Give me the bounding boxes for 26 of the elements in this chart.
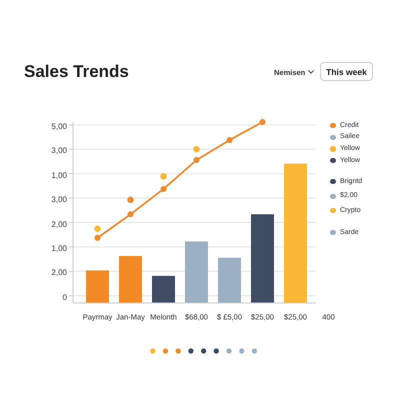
bar (284, 164, 307, 303)
point (94, 234, 100, 241)
point (193, 146, 200, 152)
text: 1,00 (51, 170, 67, 180)
point (94, 226, 101, 232)
bar (86, 270, 109, 303)
text: 1,00 (51, 244, 67, 253)
bar (218, 258, 241, 303)
button: This week (320, 62, 373, 81)
text: 3,00 (51, 195, 67, 204)
point (194, 157, 200, 164)
point (160, 173, 167, 180)
bar (251, 214, 274, 303)
point (260, 119, 266, 125)
text: 0 (62, 292, 67, 302)
bar (185, 241, 208, 303)
bar (152, 276, 175, 303)
text: 3,00 (51, 146, 67, 156)
point (160, 186, 166, 192)
text: 2,00 (51, 220, 67, 228)
bar (119, 256, 142, 303)
chart-title: Sales Trends (24, 62, 129, 81)
text: 5,00 (51, 122, 67, 131)
point (128, 211, 134, 218)
point (226, 137, 232, 144)
text: 2,00 (51, 268, 67, 278)
